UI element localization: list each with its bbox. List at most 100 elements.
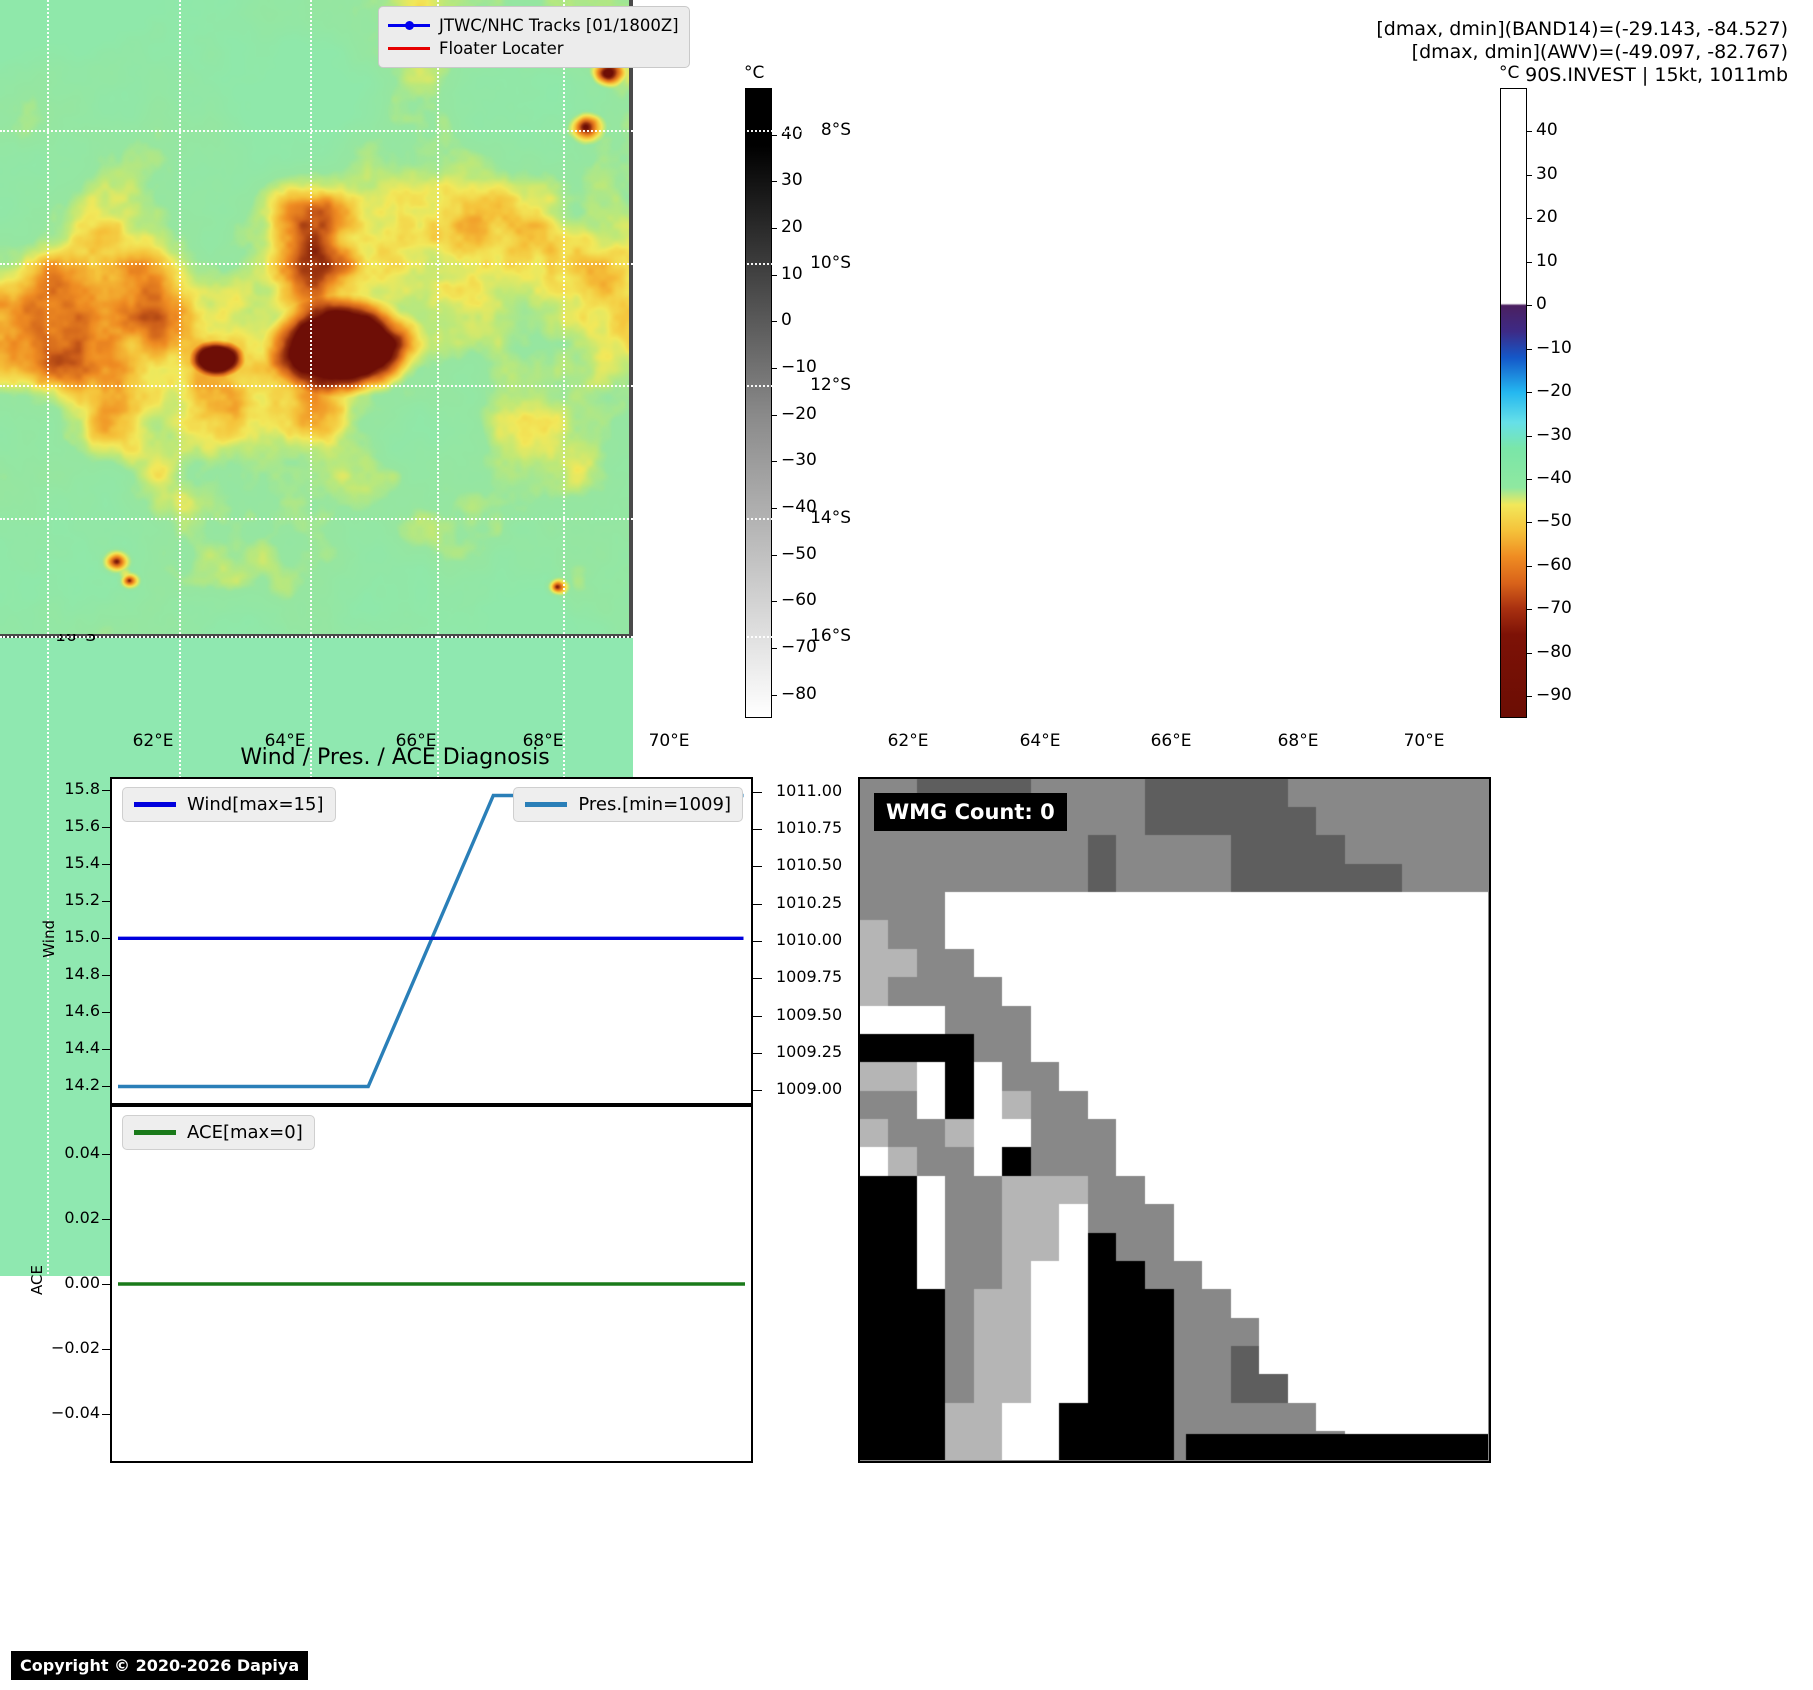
colorbar-tick-label: −30 (781, 450, 817, 471)
colorbar-tickmark (1527, 261, 1532, 263)
ace-plot[interactable]: ACE[max=0] (110, 1105, 753, 1463)
legend-label-ace: ACE[max=0] (187, 1122, 303, 1143)
series-line-right (118, 793, 744, 1089)
y-tick-label: 1009.00 (776, 1079, 843, 1099)
y-tickmark (102, 1414, 111, 1416)
legend-label-wind: Wind[max=15] (187, 794, 324, 815)
colorbar-tickmark (772, 181, 777, 183)
legend-label-floater: Floater Locater (439, 39, 564, 58)
legend-entry-floater[interactable]: Floater Locater (388, 37, 679, 60)
legend-pressure[interactable]: Pres.[min=1009] (513, 787, 743, 822)
legend-ace[interactable]: ACE[max=0] (122, 1115, 315, 1150)
wmg-count-badge: WMG Count: 0 (874, 793, 1067, 831)
colorbar-tick-label: 10 (781, 263, 803, 284)
y-tickmark (102, 975, 111, 977)
y-tick-label: 1009.75 (776, 967, 843, 987)
colorbar-tick-label: 0 (1536, 294, 1547, 315)
ir-colorbar-unit: °C (744, 63, 765, 83)
wmg-grid-imagery (860, 779, 1488, 1460)
y-tick-label: −0.04 (50, 1403, 100, 1423)
colorbar-tickmark (1527, 392, 1532, 394)
colorbar-tick-label: −10 (781, 357, 817, 377)
ir-lon-label-64e: 64°E (264, 731, 306, 751)
colorbar-tick-label: −40 (1536, 468, 1572, 489)
y-tick-label: 15.8 (64, 778, 100, 798)
wind-pressure-plot[interactable]: Wind[max=15] Pres.[min=1009] (110, 777, 753, 1105)
colorbar-tick-label: 10 (1536, 250, 1558, 271)
y-tick-label: 0.00 (64, 1273, 100, 1292)
wv-panel-annotation: [dmax, dmin](BAND14)=(-29.143, -84.527)[… (1376, 18, 1788, 87)
y-tick-label: 15.0 (64, 927, 100, 947)
colorbar-tickmark (772, 648, 777, 649)
y-tick-label: 1010.50 (776, 855, 843, 875)
colorbar-tick-label: −50 (781, 543, 817, 564)
y-tick-label: 14.4 (64, 1038, 100, 1058)
wv-lon-label-64e: 64°E (1019, 731, 1061, 751)
copyright-notice: Copyright © 2020-2026 Dapiya (11, 1651, 309, 1680)
y-tick-label: 1010.25 (776, 892, 843, 912)
wmg-grid-panel[interactable]: WMG Count: 0 (858, 777, 1491, 1463)
y-tickmark (753, 978, 762, 980)
colorbar-tickmark (772, 508, 777, 509)
colorbar-tick-label: 0 (781, 310, 792, 331)
colorbar-tick-label: −80 (781, 683, 817, 704)
y-tick-label: 14.8 (64, 964, 100, 984)
colorbar-tick-label: 20 (781, 217, 803, 237)
y-tick-label: 15.6 (64, 816, 100, 836)
colorbar-tick-label: −70 (781, 637, 817, 657)
y-tick-label: 0.02 (64, 1207, 100, 1227)
y-tickmark (102, 1349, 111, 1351)
ir-lon-label-62e: 62°E (132, 731, 174, 751)
pressure-line-swatch (525, 802, 568, 807)
y-tick-label: 15.4 (64, 853, 100, 873)
ir-lon-label-66e: 66°E (395, 731, 437, 751)
y-tick-label: 14.2 (64, 1075, 100, 1095)
colorbar-tick-label: 40 (781, 123, 803, 144)
colorbar-tick-label: −70 (1536, 598, 1572, 619)
wv-annotation-band14: [dmax, dmin](BAND14)=(-29.143, -84.527) (1376, 18, 1788, 40)
y-tickmark (753, 1052, 762, 1054)
ace-series (118, 1282, 745, 1286)
colorbar-tickmark (1527, 435, 1532, 437)
legend-entry-tracks[interactable]: JTWC/NHC Tracks [01/1800Z] (388, 14, 679, 37)
colorbar-tick-label: −40 (781, 497, 817, 517)
wv-gridline-lat-10s (0, 263, 1813, 265)
y-tick-label: 1009.50 (776, 1004, 843, 1024)
diagnosis-chart-title: Wind / Pres. / ACE Diagnosis (240, 745, 550, 770)
wv-lon-label-68e: 68°E (1277, 731, 1319, 751)
colorbar-tickmark (772, 694, 777, 696)
colorbar-tickmark (1527, 479, 1532, 481)
colorbar-tickmark (1527, 522, 1532, 524)
y-tickmark (102, 789, 111, 791)
colorbar-tick-label: −90 (1536, 685, 1572, 706)
wv-lat-label-10s: 10°S (810, 253, 851, 273)
wv-lat-label-16s: 16°S (810, 626, 851, 646)
wv-gridline-lat-8s (0, 130, 1813, 132)
wv-lat-label-12s: 12°S (810, 375, 851, 395)
wv-gridline-lat-14s (0, 518, 1813, 520)
y-tickmark (102, 827, 111, 829)
wv-annotation-awv: [dmax, dmin](AWV)=(-49.097, -82.767) (1411, 41, 1788, 63)
colorbar-tick-label: −60 (1536, 554, 1572, 575)
y-tick-label: −0.02 (50, 1338, 100, 1358)
wv-lon-label-70e: 70°E (1403, 731, 1445, 751)
legend-label-tracks: JTWC/NHC Tracks [01/1800Z] (439, 16, 679, 35)
colorbar-tick-label: 30 (781, 170, 803, 191)
y-tick-label: 15.2 (64, 890, 100, 910)
colorbar-tickmark (772, 368, 777, 369)
colorbar-tick-label: 30 (1536, 163, 1558, 184)
colorbar-tickmark (772, 461, 777, 463)
legend-wind[interactable]: Wind[max=15] (122, 787, 336, 822)
ace-line-swatch (134, 1130, 176, 1135)
wv-lon-label-62e: 62°E (887, 731, 929, 751)
colorbar-tickmark (772, 274, 777, 276)
colorbar-tickmark (1527, 174, 1532, 176)
wv-colorbar (1500, 88, 1527, 718)
wv-gridline-lat-16s (0, 636, 1813, 638)
y-tickmark (753, 941, 762, 942)
y-tickmark (753, 866, 762, 868)
colorbar-tickmark (772, 601, 777, 603)
wv-lat-label-8s: 8°S (820, 120, 851, 140)
colorbar-tick-label: 20 (1536, 207, 1558, 228)
wv-cloud-imagery (0, 0, 629, 634)
